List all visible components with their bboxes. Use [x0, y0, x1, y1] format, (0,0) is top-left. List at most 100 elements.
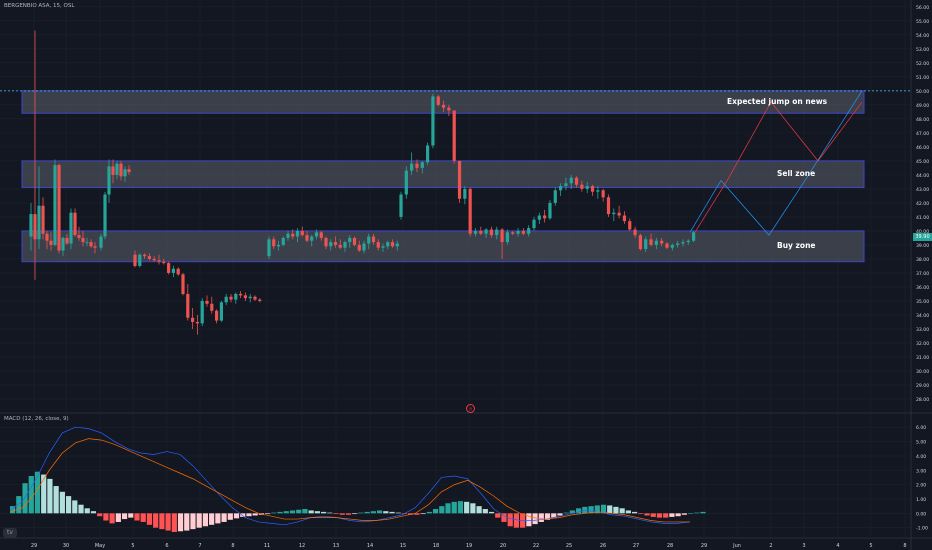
macd-tick-label: 5.00 — [916, 440, 926, 446]
candle-body — [61, 237, 65, 251]
candle-body — [338, 244, 342, 248]
macd-histogram-bar — [420, 513, 426, 515]
macd-histogram-bar — [140, 513, 146, 522]
macd-histogram-bar — [426, 511, 432, 514]
price-tick-label: 32.00 — [916, 341, 929, 347]
candle-body — [267, 239, 271, 257]
candle-body — [564, 183, 568, 187]
macd-histogram-bar — [507, 513, 513, 527]
candle-body — [73, 212, 77, 236]
macd-histogram-bar — [265, 513, 271, 515]
macd-histogram-bar — [464, 501, 470, 514]
candle-body — [415, 163, 419, 168]
candle-body — [617, 212, 621, 216]
candle-body — [243, 295, 247, 299]
macd-histogram-bar — [121, 513, 128, 520]
price-tick-label: 52.00 — [916, 61, 929, 67]
candle-body — [371, 236, 376, 243]
macd-histogram-bar — [364, 511, 370, 514]
price-tick-label: 54.00 — [916, 33, 929, 39]
candle-body — [343, 242, 347, 248]
candle-body — [33, 214, 37, 240]
candle-body — [633, 229, 637, 236]
candle-body — [585, 186, 589, 189]
time-tick-label: 14 — [367, 543, 373, 549]
macd-histogram-bar — [663, 513, 669, 518]
macd-histogram-bar — [240, 513, 246, 517]
time-tick-label: 7 — [198, 543, 201, 549]
candle-body — [463, 188, 467, 199]
candle-body — [644, 239, 648, 250]
time-tick-label: 18 — [433, 543, 439, 549]
time-tick-label: 5 — [869, 543, 872, 549]
macd-histogram-bar — [551, 513, 557, 518]
macd-histogram-bar — [613, 506, 619, 514]
macd-histogram-bar — [376, 510, 383, 514]
price-tick-label: 48.00 — [916, 117, 929, 123]
macd-histogram-bar — [476, 506, 482, 514]
macd-histogram-bar — [246, 513, 252, 517]
zone-label: Buy zone — [777, 241, 816, 251]
candle-body — [281, 237, 285, 245]
candle-body — [527, 228, 531, 234]
candle-body — [489, 229, 494, 236]
macd-tick-label: 3.00 — [916, 468, 926, 474]
macd-histogram-bar — [314, 511, 320, 514]
time-tick-label: 8 — [231, 543, 234, 549]
candle-body — [127, 169, 131, 173]
candle-body — [553, 190, 557, 203]
candle-body — [505, 232, 509, 243]
macd-histogram-bar — [103, 513, 109, 521]
time-tick-label: 27 — [633, 543, 639, 549]
price-tick-label: 30.00 — [916, 369, 929, 375]
macd-histogram-bar — [513, 513, 520, 528]
candle-body — [49, 240, 53, 245]
macd-histogram-bar — [582, 506, 588, 514]
candle-body — [367, 236, 371, 244]
macd-histogram-bar — [687, 513, 694, 514]
candle-body — [357, 244, 361, 251]
macd-histogram-bar — [53, 486, 59, 514]
clock-icon[interactable]: ◷ — [466, 404, 475, 413]
tradingview-logo-icon[interactable]: tv — [3, 528, 17, 538]
candle-body — [319, 232, 323, 238]
candle-body — [310, 236, 314, 241]
candle-body — [205, 300, 209, 304]
candle-body — [45, 233, 49, 241]
time-tick-label: 22 — [533, 543, 539, 549]
macd-histogram-bar — [84, 508, 90, 514]
candle-body — [665, 243, 669, 248]
candle-body — [115, 163, 119, 175]
macd-histogram-bar — [252, 513, 258, 516]
candle-body — [186, 293, 190, 318]
time-tick-label: 19 — [466, 543, 472, 549]
macd-histogram-bar — [165, 513, 171, 531]
price-tick-label: 38.00 — [916, 257, 929, 263]
candle-body — [574, 177, 579, 185]
candle-body — [452, 110, 456, 161]
candle-body — [612, 212, 616, 215]
price-zone — [21, 160, 865, 188]
candle-body — [484, 229, 488, 234]
time-tick-label: 13 — [333, 543, 339, 549]
macd-indicator-title[interactable]: MACD (12, 26, close, 9) — [4, 416, 69, 422]
candle-body — [622, 215, 627, 222]
candle-body — [103, 194, 107, 237]
candle-body — [601, 190, 605, 198]
candle-body — [147, 256, 151, 259]
macd-tick-label: 4.00 — [916, 454, 926, 460]
candle-body — [532, 219, 536, 229]
macd-histogram-bar — [221, 513, 227, 522]
macd-histogram-bar — [669, 513, 675, 517]
macd-histogram-bar — [495, 513, 501, 518]
candle-body — [69, 212, 73, 244]
macd-histogram-bar — [538, 513, 544, 522]
candle-body — [381, 246, 385, 248]
price-tick-label: 44.00 — [916, 173, 929, 179]
chart-title: BERGENBIO ASA, 15, OSL — [4, 3, 75, 9]
macd-tick-label: 6.00 — [916, 425, 926, 431]
price-tick-label: 56.00 — [916, 5, 929, 11]
candle-body — [162, 261, 166, 264]
candle-body — [511, 232, 515, 234]
